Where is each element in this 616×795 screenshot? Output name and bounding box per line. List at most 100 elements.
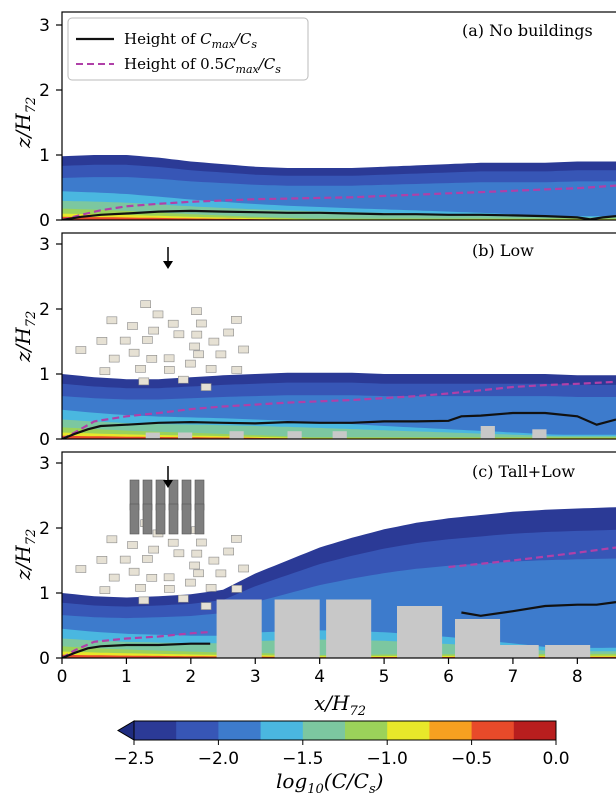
inset-low-building [178, 594, 189, 603]
panel-b-frame [61, 232, 616, 440]
inset-low-building [178, 375, 189, 384]
inset-tall-building [155, 503, 166, 535]
y-tick-label: 0 [39, 649, 50, 669]
inset-arrow-head [163, 261, 173, 269]
colorbar-swatch [134, 721, 177, 740]
inset-low-building [99, 586, 111, 594]
inset-low-building [127, 541, 138, 549]
building-1 [216, 599, 262, 658]
inset-low-building [148, 326, 159, 335]
inset-tall-city [75, 466, 249, 610]
building-1 [145, 432, 160, 439]
x-tick-label: 7 [508, 667, 519, 687]
building-5 [455, 619, 501, 658]
panel-b-yticks: 0 1 2 3 [39, 235, 62, 450]
legend-label-cmax: Height of Cmax/Cs [124, 30, 257, 51]
inset-low-building [185, 359, 196, 368]
inset-low-building [96, 555, 108, 564]
y-tick-label: 0 [39, 430, 50, 450]
panel-b: (b) Low 0 1 2 3 [39, 232, 616, 450]
inset-tall-building [194, 503, 205, 535]
inset-low-building [205, 365, 217, 373]
inset-low-building [205, 584, 217, 592]
inset-low-building [191, 330, 203, 339]
x-tick-label: 2 [185, 667, 196, 687]
panel-c-title: (c) Tall+Low [472, 462, 575, 481]
colorbar-swatch [176, 721, 219, 740]
inset-low-building [106, 535, 118, 544]
inset-low-building [208, 337, 220, 346]
cmax-height-line [62, 209, 616, 220]
inset-low-building [238, 345, 249, 354]
panel-c-frame [61, 451, 616, 659]
inset-low-building [152, 310, 164, 319]
y-tick-label: 3 [39, 454, 50, 474]
plume-layer-8 [62, 435, 616, 439]
panel-a: (a) No buildings 0 1 2 3 [39, 11, 616, 231]
colorbar-swatch [387, 721, 430, 740]
inset-low-building [119, 555, 131, 564]
inset-low-building [106, 316, 118, 325]
inset-low-building [108, 354, 120, 363]
inset-low-city [75, 247, 249, 391]
y-tick-label: 1 [39, 365, 50, 385]
colorbar-label: log10(C/Cs) [276, 769, 383, 795]
colorbar-tick-label: −0.5 [451, 749, 492, 769]
colorbar-tick-label: −1.5 [282, 749, 323, 769]
y-tick-label: 2 [39, 300, 50, 320]
x-tick-label: 6 [443, 667, 454, 687]
cmax-height-line [62, 411, 616, 439]
panel-a-plot [62, 155, 616, 220]
building-4 [287, 431, 302, 439]
inset-low-building [185, 578, 196, 587]
inset-low-building [196, 538, 207, 547]
panel-b-plot [62, 247, 616, 439]
inset-low-building [193, 350, 204, 359]
inset-low-building [191, 307, 202, 316]
inset-low-building [127, 322, 138, 330]
inset-tall-building [129, 503, 140, 535]
inset-low-building [231, 585, 243, 593]
inset-low-building [164, 365, 175, 374]
inset-low-building [138, 377, 150, 386]
x-tick-label: 8 [572, 667, 583, 687]
inset-low-building [128, 567, 140, 576]
y-tick-label: 1 [39, 584, 50, 604]
panel-b-title: (b) Low [472, 241, 534, 260]
colorbar: −2.5 −2.0 −1.5 −1.0 −0.5 0.0 [113, 720, 570, 769]
colorbar-extend-min [117, 720, 135, 741]
inset-low-building [189, 342, 200, 351]
inset-low-building [163, 354, 175, 363]
inset-low-building [146, 354, 158, 363]
inset-low-building [163, 573, 175, 582]
inset-low-building [135, 364, 146, 373]
inset-low-building [231, 534, 242, 543]
inset-low-building [173, 549, 185, 558]
half-cmax-height-line-right [448, 546, 616, 569]
colorbar-frame [133, 720, 557, 741]
inset-low-building [238, 564, 249, 573]
legend: Height of Cmax/Cs Height of 0.5Cmax/Cs [67, 17, 309, 81]
colorbar-swatch [345, 721, 388, 740]
inset-low-building [215, 569, 227, 578]
inset-low-building [128, 348, 140, 357]
building-7 [532, 429, 547, 439]
colorbar-swatch [260, 721, 304, 740]
inset-low-building [223, 547, 234, 556]
inset-low-building [75, 565, 87, 573]
inset-low-building [108, 573, 120, 582]
inset-low-building [200, 383, 212, 391]
x-axis-label: x/H72 [314, 691, 366, 719]
panel-a-frame [61, 11, 616, 221]
inset-low-building [164, 584, 175, 593]
y-tick-label: 0 [39, 211, 50, 231]
inset-low-building [231, 366, 243, 374]
x-tick-label: 0 [57, 667, 68, 687]
colorbar-tick-label: −2.5 [113, 749, 154, 769]
inset-tall-building [168, 503, 179, 535]
y-tick-label: 2 [39, 81, 50, 101]
panel-a-yticks: 0 1 2 3 [39, 16, 62, 231]
building-4 [397, 606, 443, 658]
x-tick-label: 4 [314, 667, 325, 687]
